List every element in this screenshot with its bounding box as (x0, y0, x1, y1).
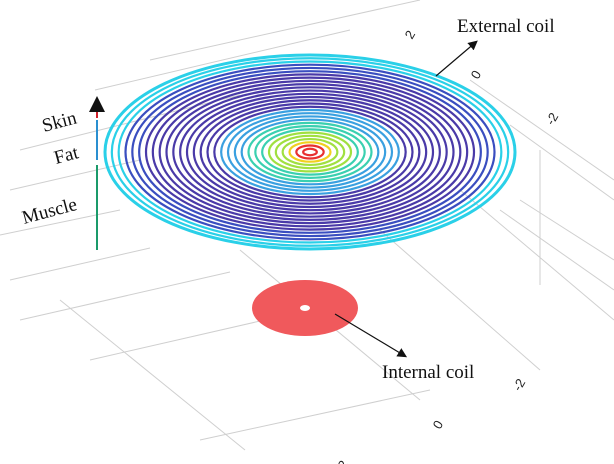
top-tick: 2 (402, 28, 419, 42)
top-tick: 0 (468, 68, 485, 82)
coil-turn (160, 81, 461, 223)
coil-turn (139, 71, 481, 233)
coil-turn (255, 126, 364, 178)
coil-turn (208, 104, 413, 201)
skin-label: Skin (40, 107, 80, 136)
muscle-label: Muscle (20, 194, 79, 229)
coil-turn (303, 149, 317, 155)
fat-label: Fat (52, 142, 82, 169)
bottom-tick: 0 (430, 418, 447, 432)
internal-arrow (335, 314, 405, 356)
coil-turn (187, 94, 433, 210)
bottom-tick: 2 (335, 458, 352, 464)
coil-turn (296, 146, 323, 159)
coil-turn (276, 136, 344, 168)
page: { "labels": { "external_coil": "External… (0, 0, 614, 464)
coil-turn (228, 113, 392, 191)
external-coil-label: External coil (457, 16, 555, 37)
external-coil (105, 55, 515, 249)
bottom-tick: -2 (510, 376, 529, 394)
coil-turn (119, 61, 502, 242)
internal-coil-label: Internal coil (382, 362, 474, 383)
top-tick: -2 (543, 110, 562, 128)
coil-diagram: External coil Internal coil Skin Fat Mus… (0, 0, 614, 464)
internal-coil-hole (300, 305, 310, 311)
